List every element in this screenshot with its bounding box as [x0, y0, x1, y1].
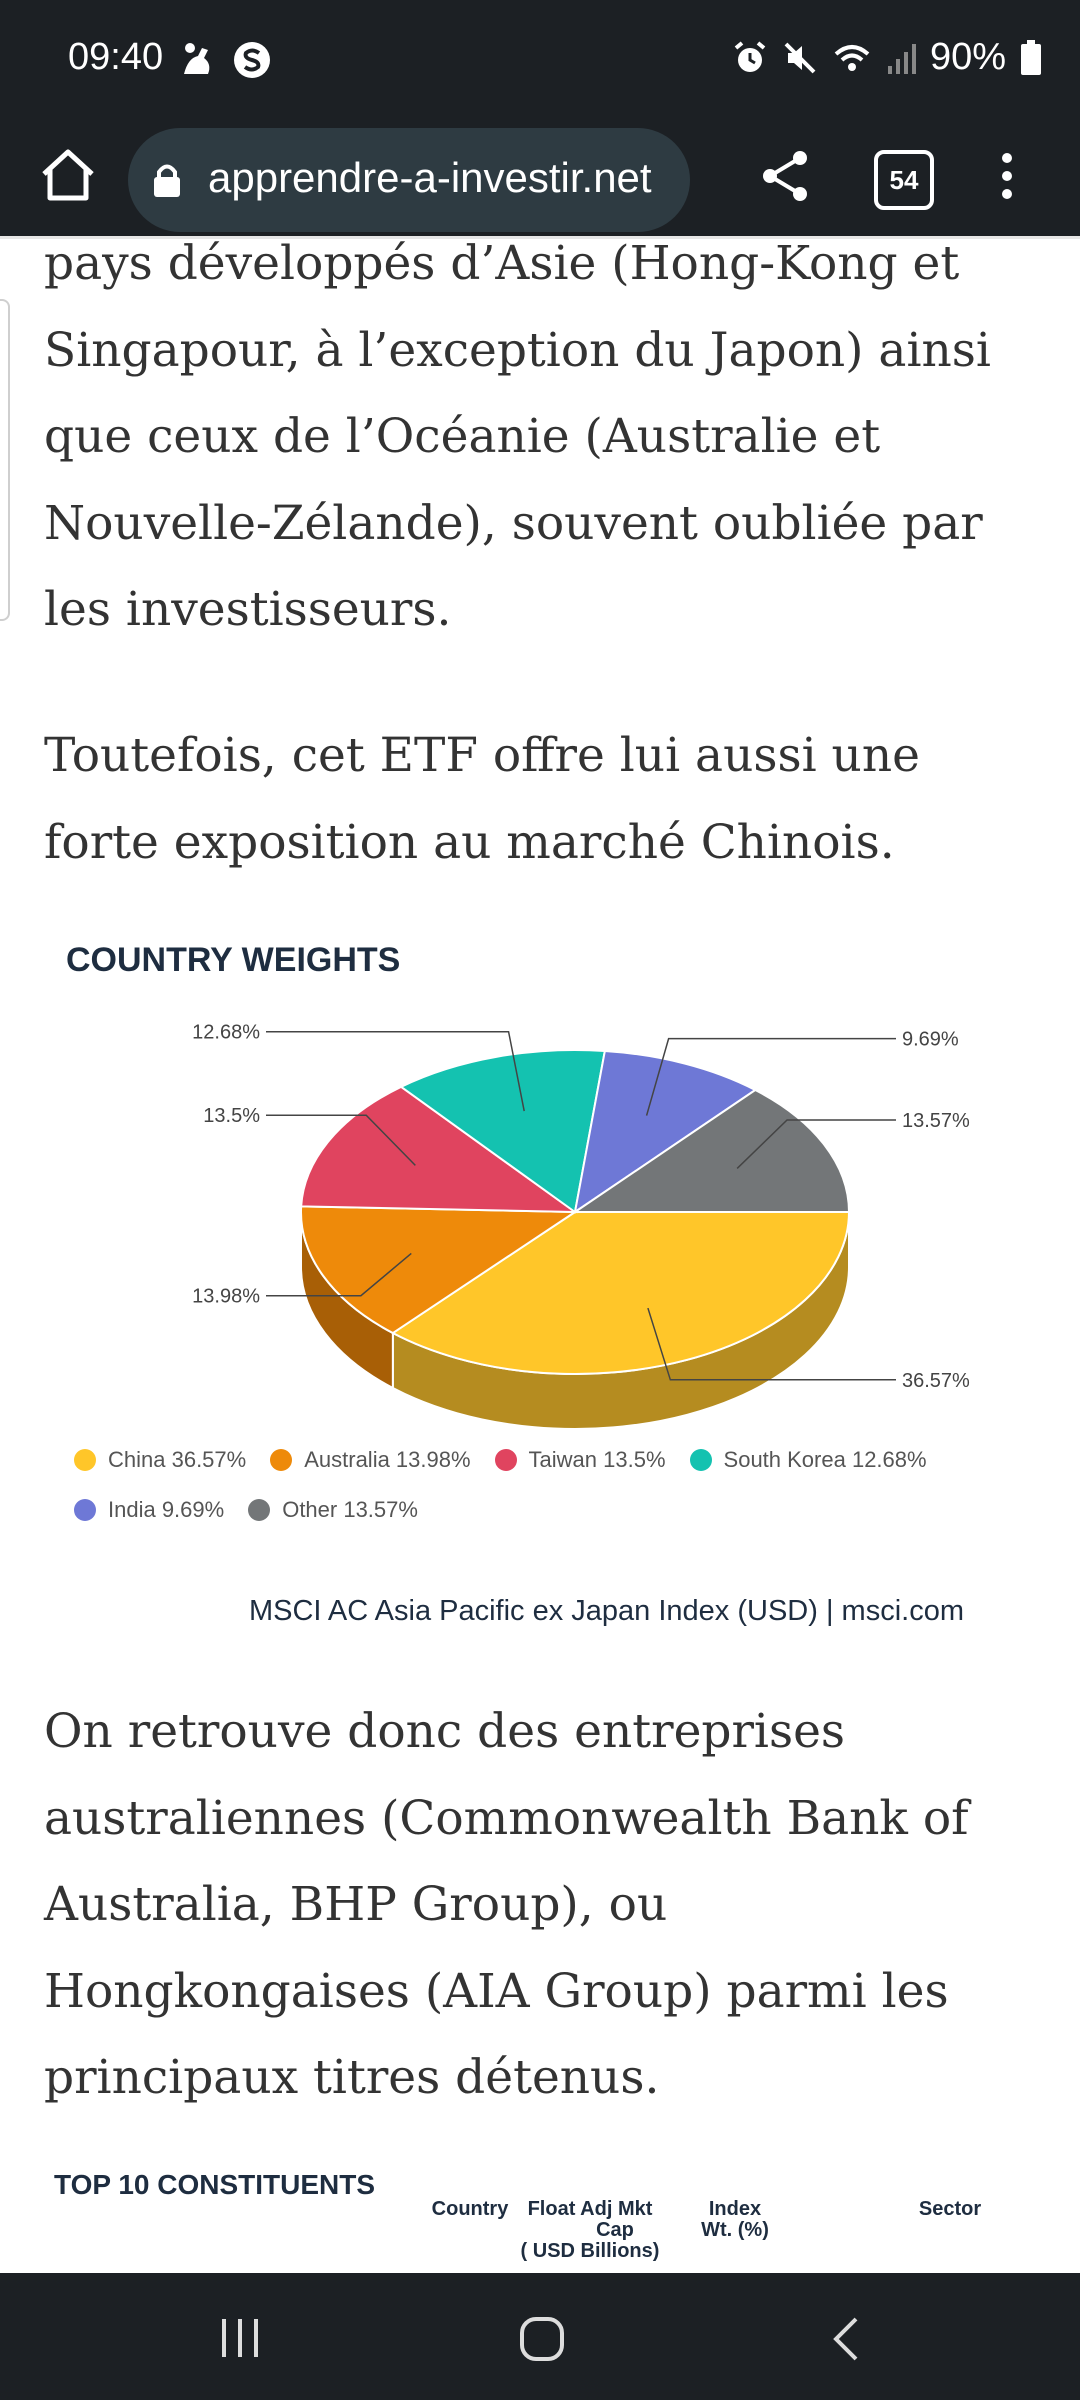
- pie-slice-south-korea: [399, 1049, 607, 1214]
- home-circle-icon[interactable]: [518, 2315, 566, 2367]
- country-weights-chart: COUNTRY WEIGHTS 36.57% 13.98% 13.5% 12.68% 9…: [44, 937, 994, 1707]
- legend-swatch: [494, 1449, 517, 1471]
- pie-chart: 36.57% 13.98% 13.5% 12.68% 9.69% 13.57%: [192, 1022, 970, 1430]
- url-text[interactable]: apprendre-a-investir.net: [208, 154, 652, 201]
- legend-item-india: India 9.69%: [74, 1497, 224, 1523]
- legend-item-taiwan: Taiwan 13.5%: [494, 1447, 666, 1473]
- legend-swatch: [74, 1499, 96, 1521]
- chart-title: COUNTRY WEIGHTS: [66, 941, 401, 979]
- article-paragraph: Toutefois, cet ETF offre lui aussi une f…: [44, 728, 920, 870]
- tabs-icon[interactable]: 54: [874, 150, 934, 210]
- leader-line: [736, 1119, 896, 1169]
- legend-swatch: [74, 1449, 96, 1471]
- legend-label: Australia 13.98%: [304, 1447, 471, 1472]
- pie-slice-australia: [300, 1205, 579, 1335]
- legend-row: India 9.69% Other 13.57%: [74, 1497, 994, 1523]
- lock-icon: [152, 161, 182, 203]
- column-header-country: Country: [431, 2198, 509, 2220]
- pie-slice-china: [390, 1211, 851, 1375]
- legend-label: India 9.69%: [108, 1497, 225, 1522]
- pie-data-label: 13.5%: [203, 1105, 260, 1127]
- pie-data-label: 12.68%: [192, 1022, 260, 1044]
- browser-toolbar: apprendre-a-investir.net 54: [0, 118, 1080, 239]
- pie-data-label: 36.57%: [902, 1370, 970, 1392]
- legend-label: Other 13.57%: [282, 1497, 418, 1522]
- pie-slice-other: [571, 1088, 851, 1213]
- article-paragraph: On retrouve donc des entreprises austral…: [44, 1704, 969, 2105]
- pie-data-label: 13.98%: [192, 1286, 260, 1308]
- cleaner-icon: [178, 40, 222, 80]
- legend-label: China 36.57%: [108, 1447, 247, 1472]
- battery-percent: 90%: [929, 36, 1006, 78]
- recents-icon[interactable]: [218, 2315, 264, 2365]
- legend-label: South Korea 12.68%: [723, 1447, 927, 1472]
- legend-swatch: [248, 1499, 271, 1521]
- leader-line: [266, 1114, 416, 1166]
- navigation-bar: [0, 2273, 1080, 2400]
- side-panel-handle[interactable]: [0, 299, 10, 621]
- pie-data-label: 9.69%: [902, 1029, 959, 1051]
- article-paragraph: pays développés d’Asie (Hong-Kong et Sin…: [44, 239, 991, 637]
- home-icon[interactable]: [34, 142, 102, 210]
- pie-slice-india: [573, 1049, 758, 1215]
- top10-table: TOP 10 CONSTITUENTS Country Float Adj Mk…: [0, 2169, 1080, 2271]
- legend-item-australia: Australia 13.98%: [270, 1447, 471, 1473]
- leader-line: [266, 1252, 412, 1297]
- article-content: pays développés d’Asie (Hong-Kong et Sin…: [0, 239, 1080, 2271]
- chart-legend: China 36.57% Australia 13.98% Taiwan 13.5%…: [74, 1447, 994, 1547]
- alarm-icon: [732, 40, 768, 76]
- s-app-icon: [232, 40, 272, 80]
- legend-swatch: [270, 1449, 293, 1471]
- share-icon[interactable]: [752, 142, 820, 210]
- address-bar[interactable]: apprendre-a-investir.net: [128, 128, 690, 232]
- wifi-icon: [832, 40, 872, 76]
- column-header-sector: Sector: [918, 2198, 982, 2220]
- leader-line: [266, 1030, 525, 1112]
- mute-icon: [782, 40, 818, 76]
- column-header-index-weight: Index Wt. (%): [701, 2198, 769, 2241]
- leader-line: [647, 1307, 896, 1381]
- chart-source: MSCI AC Asia Pacific ex Japan Index (USD…: [248, 1595, 964, 1627]
- legend-swatch: [689, 1449, 712, 1471]
- signal-icon: [886, 40, 916, 76]
- leader-line: [645, 1037, 896, 1116]
- column-header-mkt-cap: Float Adj Mkt Cap( USD Billions): [520, 2198, 660, 2262]
- table-title: TOP 10 CONSTITUENTS: [54, 2169, 376, 2200]
- legend-label: Taiwan 13.5%: [528, 1447, 666, 1472]
- more-vert-icon[interactable]: [992, 142, 1022, 210]
- status-time: 09:40: [68, 36, 164, 78]
- status-bar: 09:40 90%: [0, 0, 1080, 118]
- legend-item-other: Other 13.57%: [248, 1497, 418, 1523]
- legend-row: China 36.57% Australia 13.98% Taiwan 13.5%…: [74, 1447, 994, 1473]
- battery-icon: [1020, 39, 1042, 76]
- legend-item-china: China 36.57%: [74, 1447, 246, 1473]
- back-icon[interactable]: [826, 2315, 866, 2367]
- legend-item-south-korea: South Korea 12.68%: [689, 1447, 927, 1473]
- pie-data-label: 13.57%: [902, 1110, 970, 1132]
